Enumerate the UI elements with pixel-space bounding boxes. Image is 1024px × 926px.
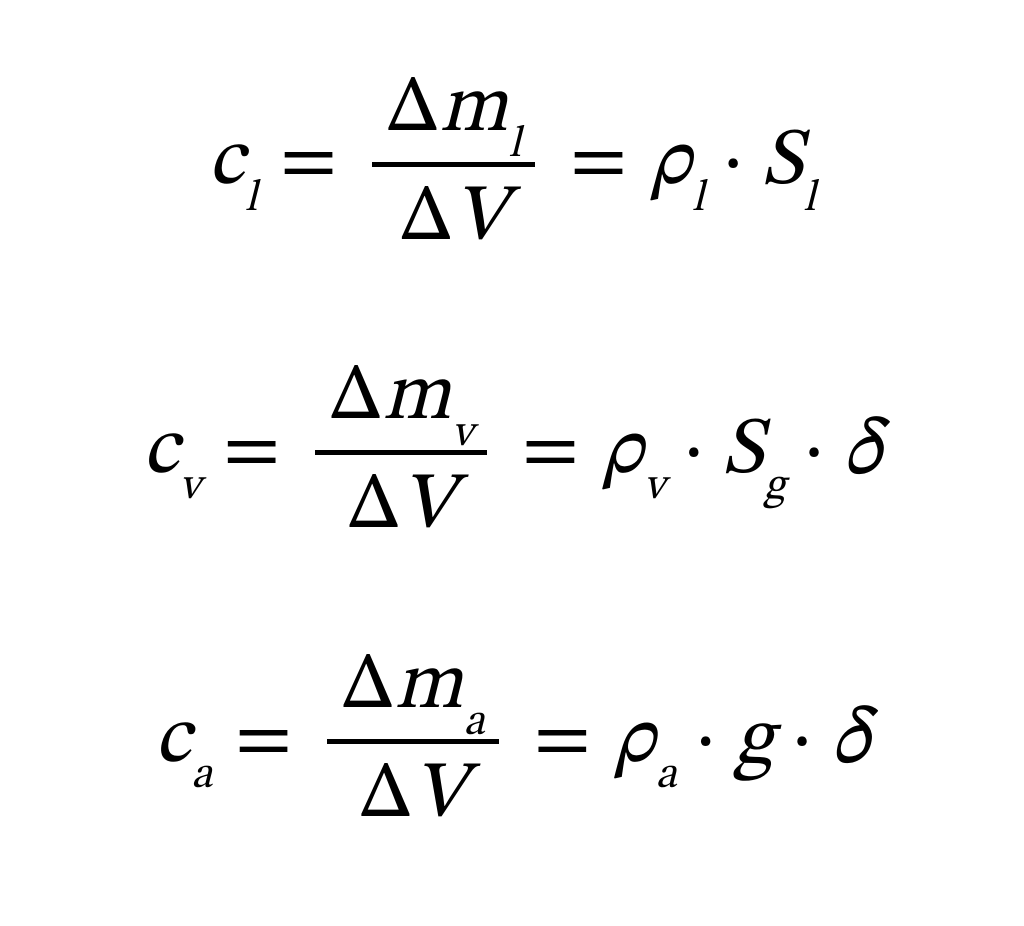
sub-l: l	[803, 177, 815, 221]
equals: =	[534, 702, 592, 782]
var-m: m	[383, 358, 451, 438]
numerator-ca: Δma	[327, 641, 499, 733]
sub-v: v	[644, 465, 665, 509]
equals: =	[280, 124, 338, 204]
delta-term: δ	[831, 702, 869, 782]
denominator-ca: ΔV	[345, 750, 482, 842]
equation-cl: cl = Δml ΔV = ρl · Sl	[208, 64, 815, 265]
equals: =	[235, 702, 293, 782]
cdot: ·	[694, 702, 717, 782]
equation-ca: ca = Δma ΔV = ρa · g · δ	[155, 641, 870, 842]
sub-g: g	[764, 465, 785, 509]
S-l: Sl	[762, 123, 816, 205]
cdot: ·	[683, 413, 706, 493]
var-g: g	[734, 702, 773, 782]
var-S: S	[762, 123, 802, 203]
S-g: Sg	[723, 412, 786, 494]
cdot: ·	[803, 413, 826, 493]
lhs-cv: cv	[143, 412, 201, 494]
var-S: S	[723, 412, 763, 492]
Delta: Δ	[341, 647, 394, 727]
sub-l: l	[245, 177, 257, 221]
Delta: Δ	[386, 70, 439, 150]
equations-page: cl = Δml ΔV = ρl · Sl cv = Δmv	[0, 0, 1024, 926]
numerator-cl: Δml	[372, 64, 536, 156]
sub-a: a	[464, 701, 485, 745]
lhs-ca: ca	[155, 701, 213, 783]
sub-a: a	[191, 754, 212, 798]
var-m: m	[395, 647, 463, 727]
Delta: Δ	[400, 179, 453, 259]
sub-l: l	[692, 177, 704, 221]
rho-l: ρl	[650, 123, 705, 205]
equals: =	[223, 413, 281, 493]
g-term: g	[734, 702, 773, 782]
rho-a: ρa	[614, 701, 677, 783]
delta: δ	[843, 413, 881, 493]
rho-v: ρv	[602, 412, 665, 494]
sub-v: v	[179, 465, 200, 509]
cdot: ·	[722, 124, 745, 204]
var-c: c	[143, 412, 179, 492]
sub-v: v	[452, 412, 473, 456]
equals: =	[570, 124, 628, 204]
Delta: Δ	[329, 358, 382, 438]
denominator-cv: ΔV	[333, 461, 470, 553]
fraction-cv: Δmv ΔV	[315, 352, 487, 553]
var-m: m	[439, 70, 507, 150]
delta-term: δ	[843, 413, 881, 493]
var-V: V	[453, 179, 507, 259]
fraction-ca: Δma ΔV	[327, 641, 499, 842]
sub-a: a	[656, 754, 677, 798]
lhs-cl: cl	[208, 123, 257, 205]
rho: ρ	[602, 412, 643, 492]
cdot: ·	[791, 702, 814, 782]
var-V: V	[401, 467, 455, 547]
denominator-cl: ΔV	[385, 173, 522, 265]
equation-cv: cv = Δmv ΔV = ρv · Sg · δ	[143, 352, 881, 553]
var-V: V	[412, 756, 466, 836]
delta: δ	[831, 702, 869, 782]
Delta: Δ	[359, 756, 412, 836]
Delta: Δ	[347, 467, 400, 547]
rho: ρ	[650, 123, 691, 203]
numerator-cv: Δmv	[315, 352, 487, 444]
var-c: c	[208, 123, 244, 203]
var-c: c	[155, 701, 191, 781]
equals: =	[522, 413, 580, 493]
rho: ρ	[614, 701, 655, 781]
sub-l: l	[509, 123, 521, 167]
fraction-cl: Δml ΔV	[372, 64, 536, 265]
